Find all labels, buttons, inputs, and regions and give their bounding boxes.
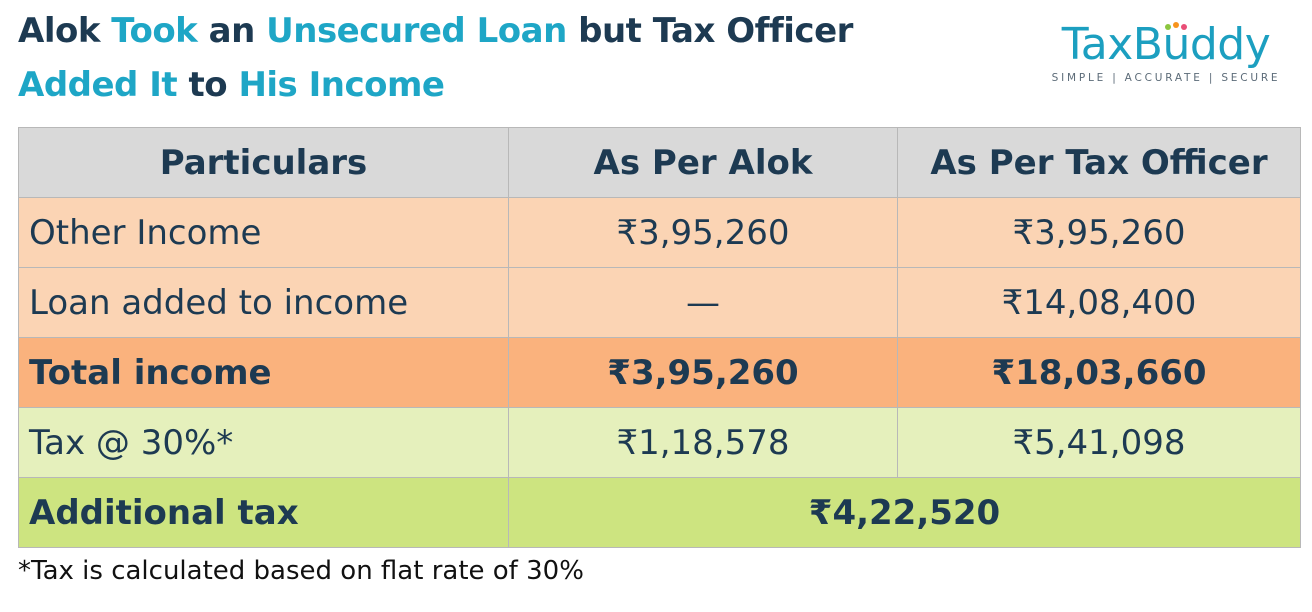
title-highlight: Unsecured Loan <box>266 11 567 51</box>
row-label: Other Income <box>18 197 509 268</box>
cell-alok: ₹3,95,260 <box>508 197 898 268</box>
cell-officer: ₹3,95,260 <box>897 197 1301 268</box>
title-highlight: Added It <box>18 65 178 105</box>
cell-alok: ₹3,95,260 <box>508 337 898 408</box>
cell-officer: ₹18,03,660 <box>897 337 1301 408</box>
cell-additional-tax-value: ₹4,22,520 <box>508 477 1301 548</box>
title-highlight: Took <box>111 11 198 51</box>
row-loan-added: Loan added to income — ₹14,08,400 <box>18 267 1301 338</box>
logo-wordmark: TaxB uddy <box>1038 20 1294 70</box>
title-segment: but Tax Officer <box>566 11 853 51</box>
tax-comparison-table: Particulars As Per Alok As Per Tax Offic… <box>18 127 1301 548</box>
row-label: Tax @ 30%* <box>18 407 509 478</box>
row-total-income: Total income ₹3,95,260 ₹18,03,660 <box>18 337 1301 408</box>
header-particulars: Particulars <box>18 127 509 198</box>
logo-tagline: SIMPLE | ACCURATE | SECURE <box>1051 72 1281 84</box>
row-tax: Tax @ 30%* ₹1,18,578 ₹5,41,098 <box>18 407 1301 478</box>
logo-dots-icon <box>1165 22 1188 30</box>
cell-alok: ₹1,18,578 <box>508 407 898 478</box>
cell-alok: — <box>508 267 898 338</box>
row-other-income: Other Income ₹3,95,260 ₹3,95,260 <box>18 197 1301 268</box>
cell-officer: ₹5,41,098 <box>897 407 1301 478</box>
title-line-1: Alok Took an Unsecured Loan but Tax Offi… <box>18 4 853 58</box>
title-line-2: Added It to His Income <box>18 58 853 112</box>
header-as-per-tax-officer: As Per Tax Officer <box>897 127 1301 198</box>
row-label: Additional tax <box>18 477 509 548</box>
table-header-row: Particulars As Per Alok As Per Tax Offic… <box>18 127 1301 198</box>
row-label: Loan added to income <box>18 267 509 338</box>
header-as-per-alok: As Per Alok <box>508 127 898 198</box>
row-label: Total income <box>18 337 509 408</box>
logo-text-start: TaxB <box>1061 19 1163 70</box>
title-highlight: His Income <box>238 65 445 105</box>
row-additional-tax: Additional tax ₹4,22,520 <box>18 477 1301 548</box>
title-segment: to <box>177 65 239 105</box>
footnote: *Tax is calculated based on flat rate of… <box>18 556 584 586</box>
logo-text-end: ddy <box>1189 19 1271 70</box>
page-title: Alok Took an Unsecured Loan but Tax Offi… <box>18 4 853 112</box>
logo-u-with-dots: u <box>1162 20 1190 70</box>
cell-officer: ₹14,08,400 <box>897 267 1301 338</box>
title-segment: an <box>197 11 267 51</box>
taxbuddy-logo: TaxB uddy SIMPLE | ACCURATE | SECURE <box>1038 20 1294 85</box>
title-segment: Alok <box>18 11 112 51</box>
